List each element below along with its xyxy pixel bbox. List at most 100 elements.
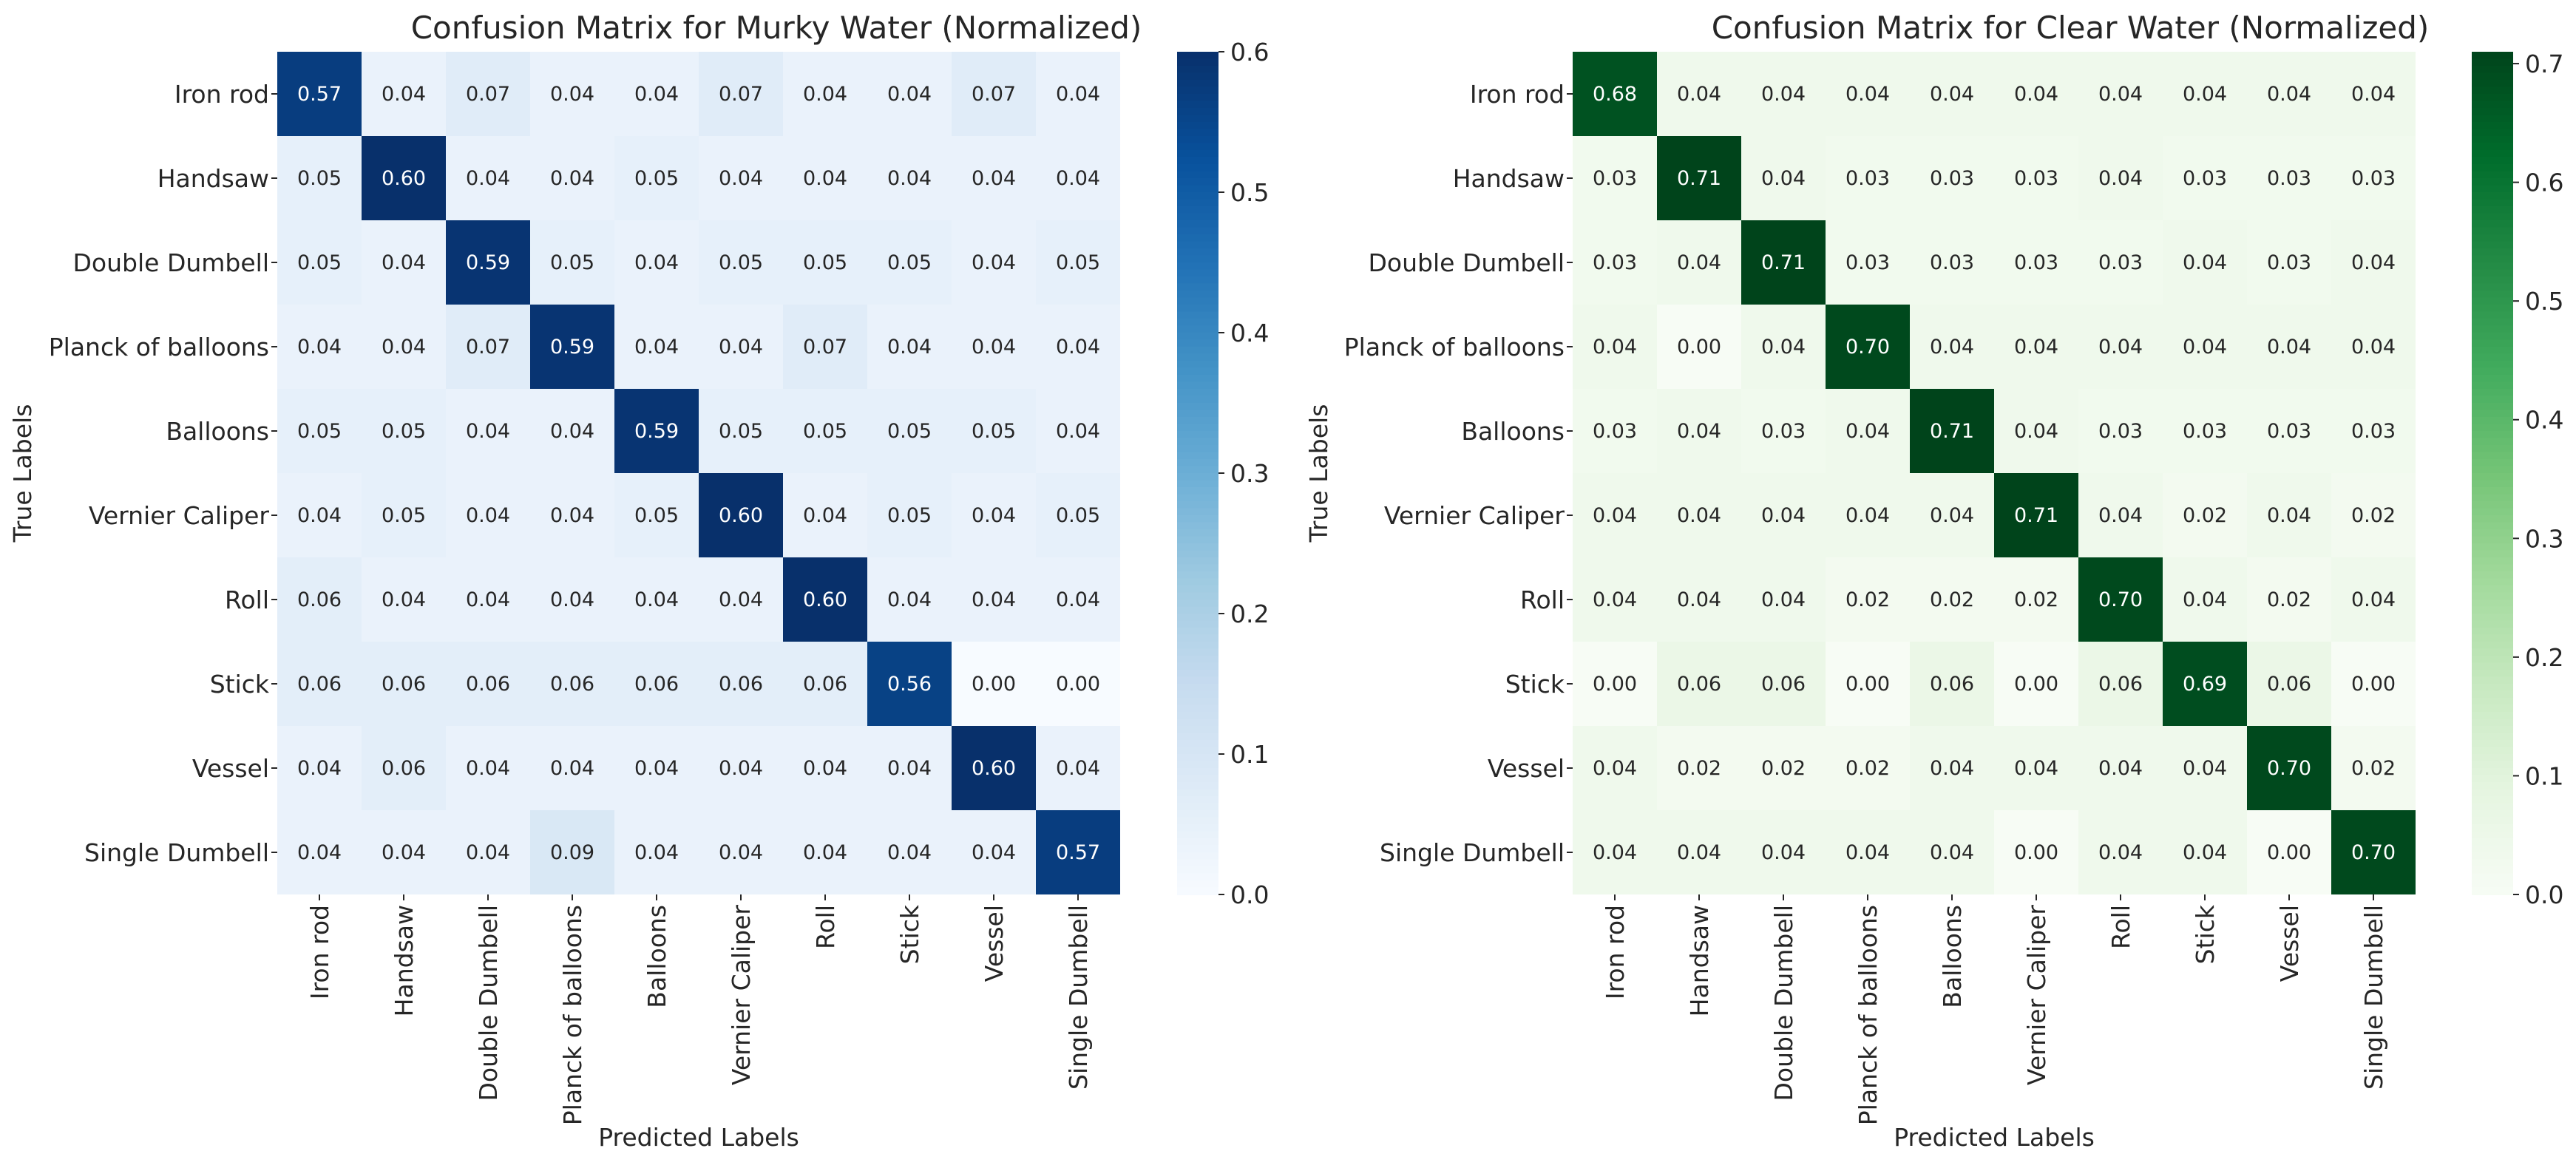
cell-value-label: 0.04 bbox=[803, 757, 847, 780]
cell-value-label: 0.05 bbox=[1056, 251, 1100, 274]
colorbar-segment bbox=[2472, 704, 2513, 713]
y-tick-label: Iron rod bbox=[1470, 80, 1565, 109]
cell-value-label: 0.04 bbox=[1677, 420, 1721, 443]
colorbar-segment bbox=[1177, 803, 1218, 811]
heatmap-cell bbox=[699, 136, 783, 220]
colorbar-segment bbox=[2472, 115, 2513, 123]
colorbar-segment bbox=[1177, 873, 1218, 881]
colorbar-segment bbox=[2472, 670, 2513, 678]
heatmap-cell bbox=[2247, 305, 2331, 389]
colorbar-segment bbox=[2472, 389, 2513, 397]
heatmap-cell bbox=[1826, 473, 1910, 557]
heatmap-cell bbox=[783, 136, 867, 220]
x-axis-label: Predicted Labels bbox=[598, 1123, 799, 1152]
cell-value-label: 0.04 bbox=[1677, 251, 1721, 274]
colorbar-segment bbox=[1177, 754, 1218, 762]
colorbar-segment bbox=[2472, 86, 2513, 95]
heatmap-cell bbox=[1741, 52, 1826, 136]
heatmap-cell bbox=[867, 726, 952, 810]
colorbar-segment bbox=[2472, 136, 2513, 144]
heatmap-cell bbox=[277, 557, 362, 642]
cell-value-label: 0.04 bbox=[1845, 420, 1890, 443]
cell-value-label: 0.06 bbox=[1761, 673, 1806, 696]
heatmap-cell bbox=[2331, 473, 2416, 557]
heatmap-cell bbox=[1826, 220, 1910, 305]
cell-value-label: 0.07 bbox=[803, 336, 847, 359]
heatmap-cell bbox=[530, 726, 614, 810]
cell-value-label: 0.02 bbox=[1677, 757, 1721, 780]
heatmap-cell bbox=[277, 389, 362, 473]
cell-value-label: 0.04 bbox=[1056, 420, 1100, 443]
colorbar-segment bbox=[1177, 438, 1218, 446]
heatmap-cell bbox=[783, 557, 867, 642]
cell-value-label: 0.05 bbox=[972, 420, 1016, 443]
cell-value-label: 0.04 bbox=[1761, 588, 1806, 611]
cell-value-label: 0.04 bbox=[634, 841, 679, 864]
colorbar-segment bbox=[1177, 459, 1218, 467]
colorbar-segment bbox=[2472, 831, 2513, 839]
heatmap-cell bbox=[1573, 473, 1657, 557]
heatmap-cell bbox=[1657, 810, 1741, 894]
colorbar-segment bbox=[1177, 367, 1218, 376]
y-tick-label: Stick bbox=[210, 670, 270, 699]
colorbar-segment bbox=[2472, 614, 2513, 622]
heatmap-cell bbox=[1657, 305, 1741, 389]
colorbar-segment bbox=[2472, 424, 2513, 432]
cell-value-label: 0.04 bbox=[634, 251, 679, 274]
colorbar-segment bbox=[2472, 684, 2513, 692]
y-tick-label: Handsaw bbox=[1453, 164, 1565, 193]
heatmap-cell bbox=[2078, 642, 2163, 726]
cell-value-label: 0.04 bbox=[634, 588, 679, 611]
colorbar-segment bbox=[2472, 494, 2513, 502]
y-axis-label: True Labels bbox=[8, 404, 37, 543]
colorbar-segment bbox=[2472, 72, 2513, 81]
colorbar-tick-label: 0.0 bbox=[2525, 880, 2563, 909]
x-tick-label: Roll bbox=[2106, 905, 2135, 949]
heatmap-cell bbox=[1910, 473, 1994, 557]
heatmap-cell bbox=[1826, 642, 1910, 726]
colorbar-segment bbox=[2472, 550, 2513, 558]
colorbar-segment bbox=[1177, 269, 1218, 277]
colorbar-segment bbox=[1177, 136, 1218, 144]
x-tick-label: Balloons bbox=[1938, 905, 1967, 1008]
cell-value-label: 0.57 bbox=[1056, 841, 1100, 864]
y-tick-label: Roll bbox=[1520, 585, 1565, 614]
cell-value-label: 0.04 bbox=[1845, 504, 1890, 527]
colorbar-segment bbox=[1177, 543, 1218, 551]
cell-value-label: 0.70 bbox=[2351, 841, 2396, 864]
colorbar-segment bbox=[1177, 403, 1218, 411]
x-tick-label: Double Dumbell bbox=[474, 905, 503, 1101]
cell-value-label: 0.07 bbox=[719, 83, 763, 106]
colorbar-segment bbox=[2472, 859, 2513, 867]
cell-value-label: 0.60 bbox=[972, 757, 1016, 780]
heatmap-cell bbox=[1657, 642, 1741, 726]
cell-value-label: 0.04 bbox=[1930, 504, 1974, 527]
heatmap-cell bbox=[1741, 473, 1826, 557]
colorbar-segment bbox=[2472, 227, 2513, 235]
heatmap-cell bbox=[867, 810, 952, 894]
heatmap-cell bbox=[699, 726, 783, 810]
colorbar-segment bbox=[2472, 585, 2513, 594]
heatmap-cell bbox=[952, 642, 1036, 726]
cell-value-label: 0.04 bbox=[887, 336, 932, 359]
cell-value-label: 0.04 bbox=[719, 588, 763, 611]
colorbar-segment bbox=[1177, 564, 1218, 572]
cell-value-label: 0.00 bbox=[972, 673, 1016, 696]
colorbar-segment bbox=[1177, 58, 1218, 67]
colorbar-segment bbox=[2472, 269, 2513, 277]
colorbar-segment bbox=[1177, 480, 1218, 488]
heatmap-cell bbox=[952, 136, 1036, 220]
cell-value-label: 0.03 bbox=[1845, 251, 1890, 274]
colorbar-segment bbox=[2472, 817, 2513, 825]
colorbar-segment bbox=[2472, 143, 2513, 151]
colorbar-segment bbox=[1177, 72, 1218, 81]
y-tick-label: Iron rod bbox=[174, 80, 269, 109]
cell-value-label: 0.04 bbox=[1761, 83, 1806, 106]
heatmap-cell bbox=[277, 220, 362, 305]
y-tick-label: Balloons bbox=[166, 417, 269, 446]
cell-value-label: 0.04 bbox=[297, 757, 342, 780]
heatmap-cell bbox=[614, 810, 699, 894]
heatmap-cell bbox=[952, 810, 1036, 894]
cell-value-label: 0.04 bbox=[2098, 504, 2143, 527]
cell-value-label: 0.05 bbox=[1056, 504, 1100, 527]
